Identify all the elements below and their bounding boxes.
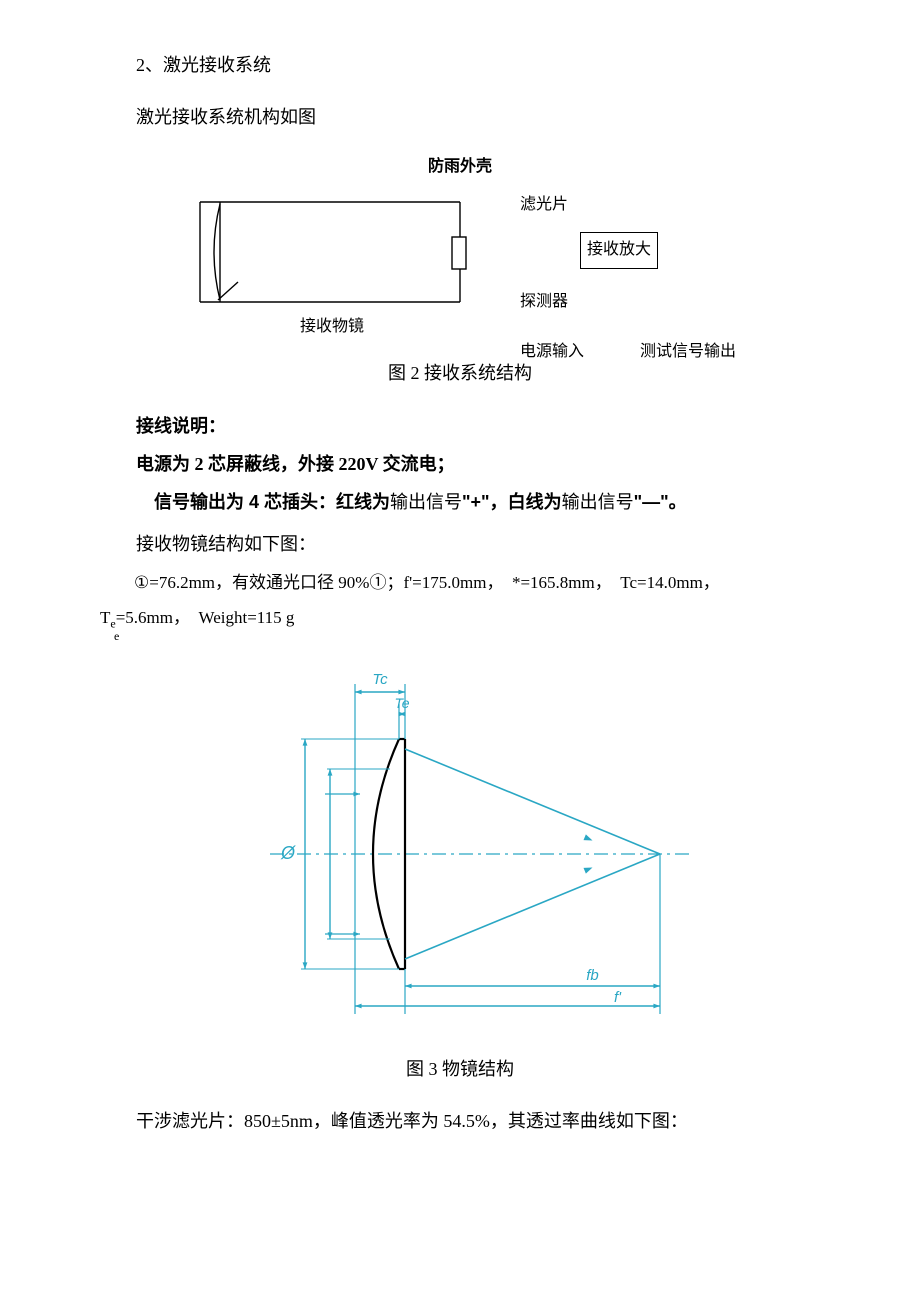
svg-text:Tc: Tc [372, 671, 388, 688]
wiring-line2-mid1: 输出信号 [390, 492, 462, 512]
figure-3-container: Tc Te Øfb f' [210, 654, 710, 1045]
lens-spec-line1: ①=76.2mm，有效通光口径 90%①；f'=175.0mm， *=165.8… [100, 569, 820, 598]
filter-spec-line: 干涉滤光片：850±5nm，峰值透光率为 54.5%，其透过率曲线如下图： [100, 1104, 820, 1138]
fig2-label-power-in: 电源输入 [520, 337, 584, 367]
figure-2-container: 防雨外壳 滤光片 接收放大 探测器 接收物镜 电源输入 测试信号输出 [100, 152, 820, 362]
svg-text:fb: fb [586, 967, 599, 984]
fig2-label-lens: 接收物镜 [300, 312, 364, 342]
wiring-line2-minus: "—"。 [634, 492, 687, 512]
wiring-line1: 电源为 2 芯屏蔽线，外接 220V 交流电； [100, 447, 820, 481]
fig2-label-signal-out: 测试信号输出 [640, 337, 736, 367]
fig2-label-filter: 滤光片 [520, 190, 568, 220]
lens-structure-intro: 接收物镜结构如下图： [100, 527, 820, 561]
svg-text:f': f' [614, 989, 622, 1006]
wiring-line2-mid2: 输出信号 [562, 492, 634, 512]
wiring-line2-white: 白线为 [508, 492, 562, 512]
fig2-diagram [180, 182, 480, 332]
fig2-label-amplifier: 接收放大 [580, 232, 658, 268]
fig3-caption: 图 3 物镜结构 [100, 1052, 820, 1086]
svg-text:Ø: Ø [280, 843, 296, 863]
fig2-top-title: 防雨外壳 [100, 152, 820, 182]
svg-text:Te: Te [394, 695, 409, 711]
section-intro: 激光接收系统机构如图 [100, 100, 820, 134]
section-heading: 2、激光接收系统 [100, 48, 820, 82]
fig3-lens-diagram: Tc Te Øfb f' [210, 654, 710, 1034]
wiring-line2-plus: "+"， [462, 492, 508, 512]
wiring-title: 接线说明： [100, 409, 820, 443]
wiring-line2-pre: 信号输出为 4 芯插头：红线为 [154, 492, 390, 512]
fig2-label-detector: 探测器 [520, 287, 568, 317]
